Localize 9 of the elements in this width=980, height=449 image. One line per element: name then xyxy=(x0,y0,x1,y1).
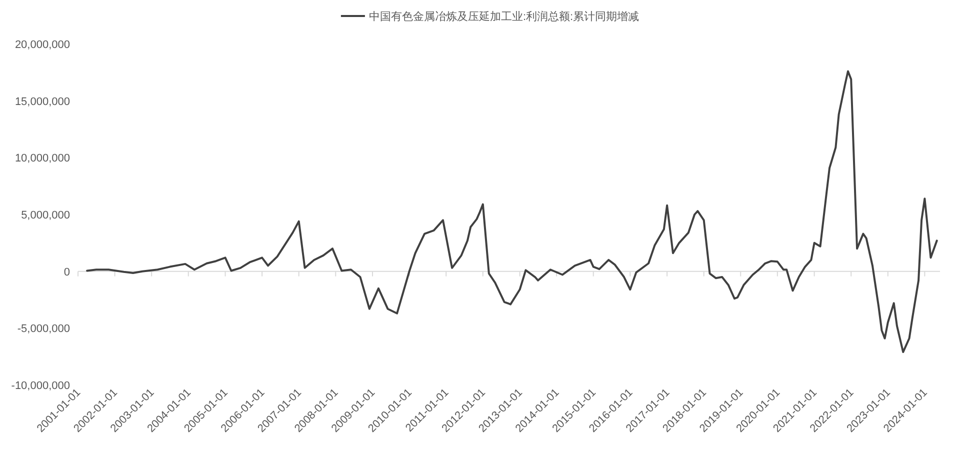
y-tick-label: 5,000,000 xyxy=(21,210,70,222)
line-series xyxy=(86,70,938,354)
y-tick-label: -10,000,000 xyxy=(11,380,70,392)
y-tick-label: 15,000,000 xyxy=(14,96,70,108)
y-tick-label: 10,000,000 xyxy=(14,152,70,165)
y-tick-label: 20,000,000 xyxy=(14,39,70,51)
y-tick-label: -5,000,000 xyxy=(17,323,70,336)
y-tick-label: 0 xyxy=(64,266,70,278)
legend-label: 中国有色金属冶炼及压延加工业:利润总额:累计同期增减 xyxy=(368,10,640,23)
